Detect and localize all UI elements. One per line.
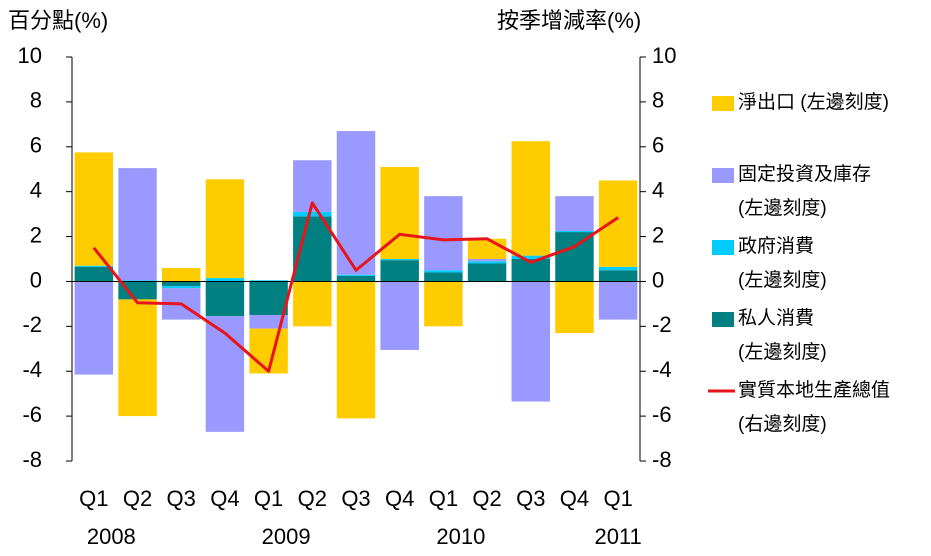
bar <box>424 272 463 282</box>
bar <box>555 196 594 231</box>
legend-marker <box>712 96 734 111</box>
x-tick-label: Q4 <box>560 486 589 511</box>
bar <box>249 315 288 329</box>
bar <box>424 281 463 327</box>
bar <box>598 270 638 282</box>
y-tick-label: -8 <box>22 447 42 472</box>
x-tick-label: Q1 <box>429 486 458 511</box>
bar <box>467 261 507 264</box>
x-tick-label: Q2 <box>298 486 327 511</box>
bar <box>511 259 550 282</box>
bar <box>511 141 550 256</box>
y-tick-label: 8 <box>30 88 42 113</box>
legend-label: 政府消費 (左邊刻度) <box>738 236 827 291</box>
legend-marker <box>712 240 734 255</box>
bar <box>380 281 419 350</box>
bar <box>249 281 288 316</box>
bar <box>205 179 245 279</box>
legend-label: 固定投資及庫存 (左邊刻度) <box>738 164 872 219</box>
bar <box>467 259 507 262</box>
bar <box>555 281 594 334</box>
y2-tick-label: -6 <box>652 402 672 427</box>
legend-label: 淨出口 (左邊刻度) <box>738 92 889 113</box>
x-tick-label: Q3 <box>516 486 545 511</box>
x-tick-label: Q3 <box>341 486 370 511</box>
legend-label: 實質本地生產總值 (右邊刻度) <box>738 380 891 435</box>
bar <box>380 260 419 282</box>
bar <box>74 266 114 282</box>
y-tick-label: 2 <box>30 222 42 247</box>
y2-tick-label: -4 <box>652 357 672 382</box>
year-label: 2009 <box>262 524 311 549</box>
legend-marker <box>712 168 734 183</box>
bar <box>336 275 376 282</box>
year-label: 2008 <box>87 524 136 549</box>
bar <box>249 280 288 282</box>
bar <box>424 196 463 271</box>
bar <box>511 255 550 259</box>
bar <box>293 281 332 327</box>
y-tick-label: 6 <box>30 133 42 158</box>
y2-axis-title: 按季增減率(%) <box>497 8 641 33</box>
legend-label: 私人消費 (左邊刻度) <box>738 308 827 363</box>
x-tick-label: Q1 <box>79 486 108 511</box>
y2-tick-label: 2 <box>652 222 664 247</box>
bar <box>118 281 157 300</box>
bar <box>74 281 114 375</box>
y-tick-label: 10 <box>18 43 42 68</box>
y-tick-label: 0 <box>30 267 42 292</box>
bar <box>511 281 550 402</box>
x-tick-label: Q2 <box>123 486 152 511</box>
bar <box>74 152 114 266</box>
bar <box>162 281 201 286</box>
x-tick-label: Q4 <box>210 486 239 511</box>
bar <box>336 131 376 275</box>
line <box>92 201 619 373</box>
y2-tick-label: -8 <box>652 447 672 472</box>
y-tick-label: -4 <box>22 357 42 382</box>
bar <box>380 259 419 261</box>
legend-marker <box>712 312 734 327</box>
y-tick-label: -2 <box>22 312 42 337</box>
bar <box>424 270 463 273</box>
bar <box>293 211 332 217</box>
bar <box>205 316 245 432</box>
year-label: 2010 <box>436 524 485 549</box>
y-axis-title: 百分點(%) <box>8 8 108 33</box>
bar <box>205 281 245 317</box>
x-tick-label: Q1 <box>254 486 283 511</box>
bar <box>118 168 157 281</box>
bar <box>336 281 376 419</box>
x-tick-label: Q1 <box>603 486 632 511</box>
y2-tick-label: 0 <box>652 267 664 292</box>
y2-tick-label: -2 <box>652 312 672 337</box>
y2-tick-label: 10 <box>652 43 676 68</box>
bar <box>555 232 594 282</box>
bar <box>598 281 638 320</box>
x-tick-label: Q4 <box>385 486 414 511</box>
bar <box>598 180 638 267</box>
bar <box>162 285 201 289</box>
y-tick-label: 4 <box>30 177 42 202</box>
bar <box>467 263 507 282</box>
x-tick-label: Q2 <box>472 486 501 511</box>
y2-tick-label: 6 <box>652 133 664 158</box>
y2-tick-label: 4 <box>652 177 664 202</box>
bar <box>205 278 245 282</box>
bar <box>118 280 157 282</box>
bar <box>162 267 201 282</box>
y-tick-label: -6 <box>22 402 42 427</box>
bar <box>118 299 157 417</box>
x-tick-label: Q3 <box>167 486 196 511</box>
year-label: 2011 <box>594 524 641 549</box>
bar <box>336 274 376 276</box>
bar <box>74 265 114 267</box>
bar <box>598 266 638 271</box>
y2-tick-label: 8 <box>652 88 664 113</box>
bar <box>555 230 594 233</box>
bar <box>467 238 507 259</box>
